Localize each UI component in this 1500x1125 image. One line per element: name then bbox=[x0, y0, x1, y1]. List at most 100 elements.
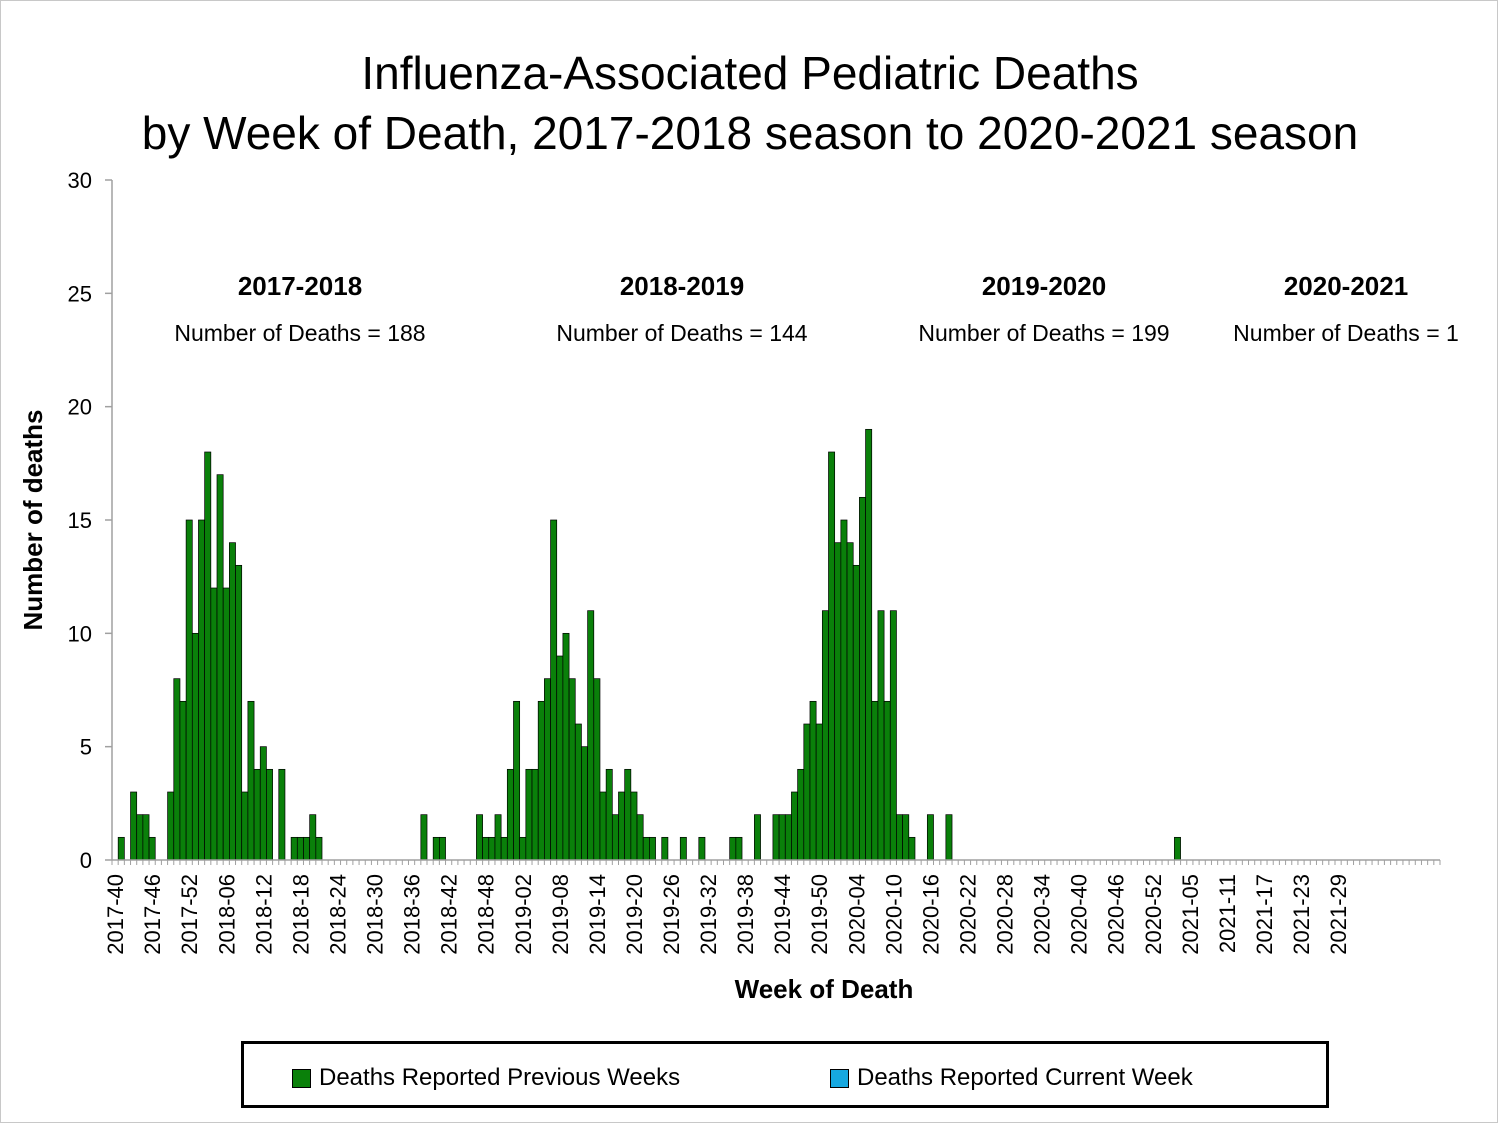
x-tick-label: 2020-10 bbox=[881, 874, 906, 955]
bar bbox=[439, 836, 446, 861]
x-tick-label: 2018-48 bbox=[474, 874, 499, 955]
bar bbox=[630, 791, 638, 861]
legend-item-previous: Deaths Reported Previous Weeks bbox=[292, 1064, 680, 1092]
bar bbox=[537, 700, 545, 861]
bar bbox=[519, 836, 527, 861]
bar bbox=[210, 587, 218, 861]
bar bbox=[482, 836, 490, 861]
x-tick-label: 2019-14 bbox=[585, 874, 610, 955]
y-tick-label: 30 bbox=[68, 168, 92, 193]
bar bbox=[241, 791, 249, 861]
bar bbox=[821, 610, 829, 861]
bar bbox=[784, 814, 792, 861]
x-tick-label: 2020-40 bbox=[1067, 874, 1092, 955]
bar bbox=[136, 814, 144, 861]
chart-title-line-1: Influenza-Associated Pediatric Deaths bbox=[361, 47, 1139, 99]
y-tick-label: 10 bbox=[68, 621, 92, 646]
x-tick-label: 2017-40 bbox=[103, 874, 128, 955]
bar bbox=[130, 791, 138, 861]
legend-swatch-current bbox=[830, 1068, 849, 1088]
x-tick-label: 2019-32 bbox=[696, 874, 721, 955]
bar bbox=[846, 542, 854, 861]
bar bbox=[865, 428, 873, 861]
x-tick-label: 2018-24 bbox=[325, 874, 350, 955]
x-tick-label: 2018-06 bbox=[214, 874, 239, 955]
bar bbox=[679, 836, 687, 861]
bar bbox=[797, 768, 805, 861]
axes-layer: 0 5 10 15 20 25 30 2017-40 2017-46 2017-52 2018-06… bbox=[68, 168, 1441, 955]
x-tick-label: 2021-23 bbox=[1289, 874, 1314, 955]
x-tick-label: 2020-16 bbox=[918, 874, 943, 955]
bar bbox=[247, 700, 255, 861]
x-tick-label: 2019-38 bbox=[733, 874, 758, 955]
bar bbox=[290, 836, 298, 861]
x-tick-label: 2018-30 bbox=[363, 874, 388, 955]
bar bbox=[531, 768, 539, 861]
bar bbox=[315, 836, 323, 861]
bar bbox=[556, 655, 564, 861]
season-label: 2019-2020 bbox=[982, 271, 1106, 301]
bar bbox=[883, 700, 891, 861]
bar bbox=[902, 814, 910, 861]
bar bbox=[550, 519, 558, 861]
bar bbox=[791, 791, 798, 861]
bar bbox=[216, 474, 224, 861]
bar bbox=[587, 610, 595, 861]
x-tick-label: 2017-52 bbox=[177, 874, 202, 955]
season-label: 2018-2019 bbox=[620, 271, 744, 301]
x-tick-label: 2020-52 bbox=[1141, 874, 1166, 955]
bar bbox=[278, 768, 286, 861]
bar bbox=[568, 678, 576, 861]
bar bbox=[754, 814, 761, 861]
bar bbox=[296, 836, 304, 861]
x-tick-label: 2019-20 bbox=[622, 874, 647, 955]
x-tick-label: 2021-05 bbox=[1178, 874, 1203, 955]
bar bbox=[185, 519, 193, 861]
bar bbox=[148, 836, 156, 861]
bar bbox=[908, 836, 916, 861]
bar bbox=[611, 814, 619, 861]
legend-swatch-previous bbox=[292, 1068, 311, 1088]
y-tick-label: 5 bbox=[80, 735, 92, 760]
bar bbox=[179, 700, 187, 861]
season-death-count: Number of Deaths = 199 bbox=[918, 320, 1169, 346]
bar bbox=[828, 451, 836, 861]
bar bbox=[636, 814, 644, 861]
bar bbox=[834, 542, 842, 861]
bar bbox=[852, 564, 860, 861]
bar bbox=[500, 836, 508, 861]
bar bbox=[476, 814, 483, 861]
bar bbox=[889, 610, 897, 861]
x-tick-label: 2018-36 bbox=[400, 874, 425, 955]
bar bbox=[525, 768, 533, 861]
bar bbox=[945, 814, 953, 861]
bar bbox=[840, 519, 848, 861]
bar bbox=[259, 746, 267, 861]
bar bbox=[698, 836, 706, 861]
x-tick-label: 2018-42 bbox=[437, 874, 462, 955]
bar bbox=[253, 768, 261, 861]
bar bbox=[661, 836, 669, 861]
bar bbox=[266, 768, 273, 861]
x-tick-label: 2019-02 bbox=[511, 874, 536, 955]
bar bbox=[649, 836, 656, 861]
bar bbox=[222, 587, 230, 861]
x-tick-label: 2017-46 bbox=[140, 874, 165, 955]
bar bbox=[204, 451, 212, 861]
x-tick-label: 2019-50 bbox=[807, 874, 832, 955]
legend-label-previous: Deaths Reported Previous Weeks bbox=[319, 1064, 681, 1091]
y-tick-label: 20 bbox=[68, 395, 92, 420]
x-tick-label: 2019-44 bbox=[770, 874, 795, 955]
x-axis-title: Week of Death bbox=[735, 974, 914, 1004]
bar bbox=[544, 678, 551, 861]
x-tick-label: 2021-29 bbox=[1326, 874, 1351, 955]
bar bbox=[229, 542, 236, 861]
x-tick-label: 2021-11 bbox=[1215, 874, 1240, 953]
x-tick-label: 2019-26 bbox=[659, 874, 684, 955]
labels-layer: Week of Death Number of deaths 2017-2018 Nu… bbox=[18, 271, 1459, 1004]
bar bbox=[142, 814, 150, 861]
legend: Deaths Reported Previous Weeks Deaths Re… bbox=[241, 1041, 1329, 1108]
y-axis-title: Number of deaths bbox=[18, 409, 48, 630]
bar bbox=[235, 564, 243, 861]
bar bbox=[896, 814, 903, 861]
